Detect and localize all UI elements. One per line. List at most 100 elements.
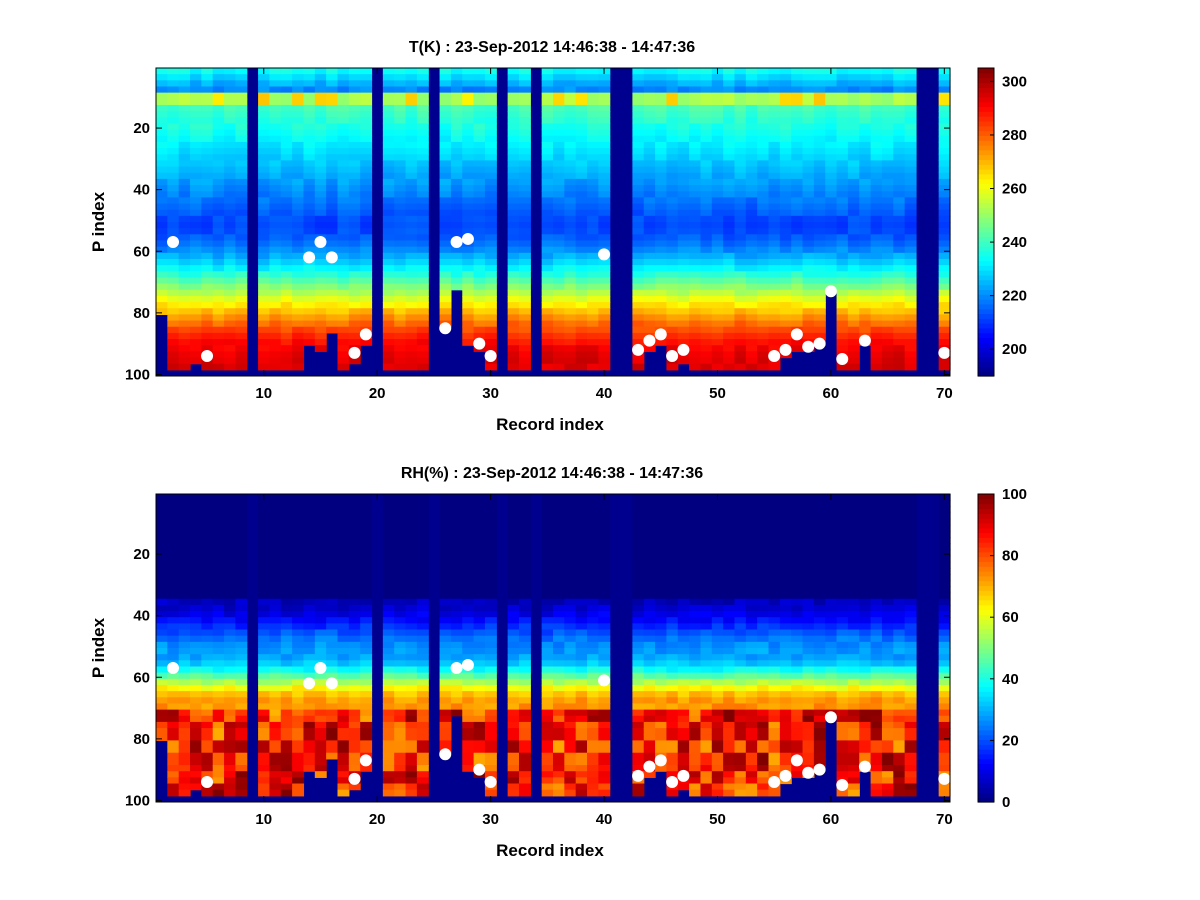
humidity-heatmap-cell bbox=[553, 777, 565, 785]
humidity-heatmap-cell bbox=[677, 586, 690, 594]
temperature-heatmap-cell bbox=[258, 117, 271, 125]
temperature-heatmap-cell bbox=[881, 191, 894, 198]
humidity-heatmap-cell bbox=[643, 666, 656, 674]
temperature-heatmap-cell bbox=[745, 111, 758, 118]
temperature-heatmap-cell bbox=[825, 277, 838, 285]
temperature-heatmap-cell bbox=[450, 246, 463, 254]
humidity-heatmap-cell bbox=[190, 549, 202, 557]
temperature-heatmap-cell bbox=[394, 141, 407, 149]
temperature-heatmap-cell bbox=[292, 258, 305, 266]
temperature-heatmap-cell bbox=[836, 314, 849, 322]
temperature-heatmap-cell bbox=[677, 123, 690, 131]
temperature-heatmap-cell bbox=[847, 86, 860, 94]
temperature-colorbar-segment bbox=[978, 178, 994, 185]
temperature-heatmap-cell bbox=[337, 129, 350, 137]
temperature-heatmap-cell bbox=[904, 265, 917, 272]
temperature-heatmap-cell bbox=[314, 252, 327, 260]
humidity-heatmap-cell bbox=[178, 530, 191, 538]
temperature-x-tick-label: 30 bbox=[482, 385, 499, 402]
temperature-heatmap-cell bbox=[768, 326, 781, 334]
temperature-heatmap-cell bbox=[813, 98, 826, 106]
temperature-heatmap-cell bbox=[881, 228, 894, 235]
humidity-heatmap-cell bbox=[337, 666, 350, 674]
humidity-heatmap-cell bbox=[450, 574, 463, 581]
humidity-heatmap-cell bbox=[303, 721, 316, 729]
temperature-heatmap-cell bbox=[598, 123, 611, 131]
temperature-heatmap-cell bbox=[870, 117, 883, 125]
humidity-heatmap-cell bbox=[575, 746, 588, 754]
humidity-heatmap-cell bbox=[484, 666, 497, 674]
humidity-heatmap-cell bbox=[405, 765, 418, 772]
temperature-heatmap-cell bbox=[575, 135, 588, 143]
humidity-heatmap-cell bbox=[167, 629, 180, 637]
humidity-heatmap-cell bbox=[258, 715, 271, 723]
temperature-heatmap-cell bbox=[337, 92, 350, 100]
temperature-heatmap-cell bbox=[178, 154, 191, 161]
temperature-heatmap-cell bbox=[462, 295, 475, 303]
humidity-heatmap-cell bbox=[360, 518, 373, 526]
temperature-heatmap-cell bbox=[598, 240, 611, 248]
temperature-heatmap-cell bbox=[314, 246, 327, 254]
temperature-heatmap-cell bbox=[382, 154, 395, 161]
humidity-heatmap-cell bbox=[666, 598, 679, 606]
humidity-heatmap-cell bbox=[156, 691, 168, 698]
temperature-heatmap-cell bbox=[156, 277, 168, 285]
humidity-heatmap-cell bbox=[643, 592, 656, 600]
humidity-heatmap-cell bbox=[450, 635, 463, 643]
humidity-heatmap-cell bbox=[450, 537, 463, 544]
temperature-heatmap-cell bbox=[587, 289, 599, 297]
temperature-heatmap-cell bbox=[870, 135, 883, 143]
temperature-heatmap-cell bbox=[178, 92, 191, 100]
temperature-heatmap-cell bbox=[655, 135, 668, 143]
humidity-heatmap-cell bbox=[541, 691, 554, 698]
humidity-heatmap-cell bbox=[303, 660, 316, 668]
temperature-heatmap-cell bbox=[258, 295, 271, 303]
humidity-heatmap-cell bbox=[587, 604, 599, 612]
temperature-heatmap-cell bbox=[518, 295, 531, 303]
temperature-heatmap-cell bbox=[201, 123, 214, 131]
temperature-heatmap-cell bbox=[757, 339, 770, 346]
temperature-heatmap-cell bbox=[337, 209, 350, 217]
temperature-heatmap-cell bbox=[893, 283, 906, 291]
temperature-heatmap-cell bbox=[836, 246, 849, 254]
humidity-heatmap-cell bbox=[303, 494, 316, 501]
humidity-heatmap-cell bbox=[292, 765, 305, 772]
humidity-heatmap-cell bbox=[518, 660, 531, 668]
temperature-heatmap-cell bbox=[587, 339, 599, 346]
temperature-heatmap-cell bbox=[779, 178, 792, 186]
humidity-heatmap-cell bbox=[224, 703, 236, 711]
temperature-heatmap-cell bbox=[462, 92, 475, 100]
humidity-heatmap-cell bbox=[632, 641, 645, 649]
humidity-heatmap-cell bbox=[314, 746, 327, 754]
humidity-heatmap-cell bbox=[518, 648, 531, 655]
temperature-heatmap-cell bbox=[348, 314, 361, 322]
temperature-heatmap-cell bbox=[847, 68, 860, 75]
humidity-heatmap-cell bbox=[190, 691, 202, 698]
humidity-heatmap-cell bbox=[394, 623, 407, 631]
humidity-heatmap-cell bbox=[156, 598, 168, 606]
humidity-heatmap-cell bbox=[518, 537, 531, 544]
temperature-heatmap-cell bbox=[813, 215, 826, 223]
temperature-heatmap-cell bbox=[416, 320, 429, 328]
humidity-heatmap-cell bbox=[224, 789, 236, 797]
humidity-heatmap-cell bbox=[587, 506, 599, 514]
humidity-heatmap-cell bbox=[405, 660, 418, 668]
humidity-heatmap-cell bbox=[575, 494, 588, 501]
temperature-heatmap-cell bbox=[700, 191, 713, 198]
temperature-heatmap-cell bbox=[235, 222, 248, 229]
temperature-heatmap-cell bbox=[167, 203, 180, 211]
temperature-heatmap-cell bbox=[859, 166, 872, 174]
temperature-heatmap-cell bbox=[757, 98, 770, 106]
humidity-heatmap-cell bbox=[292, 678, 305, 686]
temperature-heatmap-cell bbox=[258, 246, 271, 254]
temperature-heatmap-cell bbox=[450, 252, 463, 260]
humidity-heatmap-cell bbox=[473, 598, 486, 606]
temperature-heatmap-cell bbox=[598, 277, 611, 285]
temperature-heatmap-cell bbox=[870, 92, 883, 100]
humidity-heatmap-cell bbox=[178, 691, 191, 698]
humidity-heatmap-cell bbox=[382, 537, 395, 544]
humidity-heatmap-cell bbox=[258, 549, 271, 557]
temperature-heatmap-cell bbox=[224, 240, 236, 248]
temperature-heatmap-cell bbox=[575, 265, 588, 272]
humidity-heatmap-cell bbox=[156, 617, 168, 624]
